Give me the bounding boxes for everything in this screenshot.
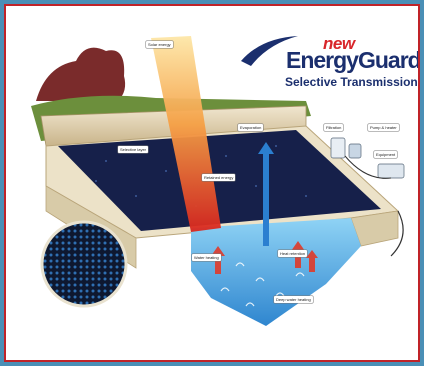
- callout-solar-energy: Solar energy: [146, 41, 173, 48]
- callout-heat-retained: Retained energy: [202, 174, 236, 181]
- callout-water-heating: Water heating: [192, 254, 221, 261]
- cover-material-closeup: [40, 220, 128, 308]
- callout-equipment-2: Pump & heater: [368, 124, 399, 131]
- callout-pool-heat: Heat retention: [278, 250, 308, 257]
- callout-evaporation: Evaporation: [238, 124, 264, 131]
- callout-deep-water: Deep water heating: [274, 296, 313, 303]
- logo-tagline: Selective Transmission: [285, 75, 418, 89]
- callout-equipment-1: Filtration: [324, 124, 344, 131]
- pool-equipment: [330, 137, 405, 257]
- pool-cutaway-diagram: [31, 36, 405, 326]
- logo-swoosh-icon: [241, 36, 298, 66]
- garden-hedge: [36, 47, 126, 101]
- illustration-frame: new EnergyGuard Selective Transmission S…: [4, 4, 420, 362]
- water-cutaway: [191, 218, 361, 326]
- logo-word-new: new: [323, 34, 355, 53]
- callout-cover-surface: Selective layer: [118, 146, 149, 153]
- solar-beam: [151, 36, 221, 232]
- callout-equipment-3: Equipment: [374, 151, 398, 158]
- logo-wordmark: EnergyGuard: [286, 47, 420, 73]
- evaporation-arrow: [258, 142, 274, 246]
